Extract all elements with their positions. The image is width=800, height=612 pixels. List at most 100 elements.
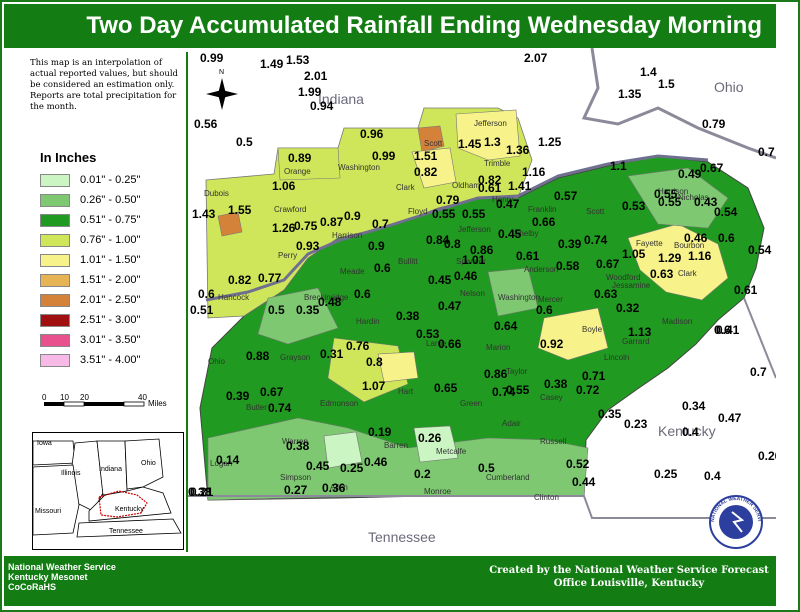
rainfall-value: 0.55 <box>462 207 486 221</box>
scale-tick-20: 20 <box>80 393 89 402</box>
scale-tick-40: 40 <box>138 393 147 402</box>
rainfall-value: 0.7 <box>750 365 767 379</box>
rainfall-value: 0.39 <box>558 237 582 251</box>
rainfall-value: 0.38 <box>188 485 212 499</box>
created-by-line-2: Office Louisville, Kentucky <box>553 578 705 589</box>
rainfall-value: 0.45 <box>498 227 522 241</box>
rainfall-value: 0.38 <box>286 439 310 453</box>
rainfall-value: 0.99 <box>372 149 396 163</box>
rainfall-value: 0.63 <box>650 267 674 281</box>
rainfall-value: 0.7 <box>372 217 389 231</box>
rainfall-value: 0.84 <box>426 233 450 247</box>
rainfall-value: 1.41 <box>508 179 532 193</box>
county-label: Clark <box>396 183 416 192</box>
state-label-kentucky: Kentucky <box>658 423 716 439</box>
rainfall-value: 0.2 <box>414 467 431 481</box>
county-label: Jefferson <box>458 225 491 234</box>
credit-line-3: CoCoRaHS <box>8 582 57 592</box>
rainfall-value: 0.4 <box>704 469 721 483</box>
rainfall-value: 1.16 <box>688 249 712 263</box>
rainfall-value: 1.35 <box>618 87 642 101</box>
county-label: Bullitt <box>398 257 418 266</box>
rainfall-value: 0.45 <box>306 459 330 473</box>
county-label: Allen <box>330 483 348 492</box>
county-label: Boyle <box>582 325 603 334</box>
rainfall-value: 0.54 <box>748 243 772 257</box>
rainfall-value: 1.45 <box>458 137 482 151</box>
rainfall-value: 0.36 <box>322 481 346 495</box>
legend-swatch <box>40 294 70 307</box>
rainfall-value: 0.79 <box>436 193 460 207</box>
rainfall-value: 1.43 <box>192 207 216 221</box>
rainfall-value: 0.67 <box>260 385 284 399</box>
rainfall-value: 0.6 <box>374 261 391 275</box>
rainfall-value: 0.63 <box>594 287 618 301</box>
metcalfe-palegreen <box>413 425 459 463</box>
rainfall-value: 0.53 <box>622 199 646 213</box>
rainfall-value: 1.01 <box>462 253 486 267</box>
rainfall-value: 0.66 <box>438 337 462 351</box>
legend-swatch <box>40 334 70 347</box>
rainfall-value: 0.26 <box>418 431 442 445</box>
inset-label-iowa: Iowa <box>37 440 52 447</box>
rainfall-value: 0.35 <box>296 303 320 317</box>
rainfall-value: 0.53 <box>416 327 440 341</box>
inset-label-illinois: Illinois <box>61 470 81 477</box>
rainfall-value: 2.07 <box>524 51 548 65</box>
county-label: Larue <box>426 339 447 348</box>
north-label: N <box>219 69 224 76</box>
county-label: Meade <box>340 267 365 276</box>
rainfall-value: 0.4 <box>682 425 699 439</box>
county-label: Clark <box>678 269 698 278</box>
legend-label: 3.51" - 4.00" <box>80 354 141 366</box>
footer-bar: National Weather Service Kentucky Mesone… <box>4 556 776 606</box>
rainfall-value: 0.26 <box>758 449 776 463</box>
county-label: Bourbon <box>674 241 704 250</box>
created-by-line-1: Created by the National Weather Service … <box>489 565 769 576</box>
rainfall-value: 0.9 <box>344 209 361 223</box>
rainfall-value: 0.44 <box>572 475 596 489</box>
disclaimer-text: This map is an interpolation of actual r… <box>30 58 178 112</box>
rainfall-value: 0.5 <box>478 461 495 475</box>
county-label: Russell <box>540 437 566 446</box>
rainfall-value: 0.8 <box>366 355 383 369</box>
rainfall-value: 1.25 <box>538 135 562 149</box>
legend-swatch <box>40 214 70 227</box>
rainfall-value: 0.7 <box>758 145 775 159</box>
legend-swatch <box>40 314 70 327</box>
west-lightgreen <box>257 287 339 345</box>
county-label: Scott <box>586 207 605 216</box>
county-label: Anderson <box>524 265 558 274</box>
footer-credits: National Weather Service Kentucky Mesone… <box>8 562 116 592</box>
rainfall-value: 1.05 <box>622 247 646 261</box>
rainfall-value: 0.47 <box>496 197 520 211</box>
legend-label: 0.01" - 0.25" <box>80 174 141 186</box>
county-label: Marion <box>486 343 510 352</box>
locator-inset-map: Iowa Illinois Indiana Ohio Missouri Kent… <box>32 432 184 550</box>
rainfall-value: 0.61 <box>734 283 758 297</box>
rainfall-value: 0.55 <box>654 187 678 201</box>
county-label: Mercer <box>538 295 563 304</box>
state-label-ohio: Ohio <box>714 79 744 95</box>
county-label: Nelson <box>460 289 485 298</box>
county-label: Harrison <box>658 187 688 196</box>
county-label: Garrard <box>622 337 650 346</box>
rainfall-value: 0.47 <box>718 411 742 425</box>
county-label: Hardin <box>356 317 380 326</box>
rainfall-value: 0.6 <box>198 287 215 301</box>
county-label: Taylor <box>506 367 528 376</box>
rainfall-value: 1.55 <box>228 203 252 217</box>
rainfall-value: 0.41 <box>716 323 740 337</box>
rainfall-value: 0.35 <box>598 407 622 421</box>
legend-swatch <box>40 234 70 247</box>
rainfall-value: 0.93 <box>296 239 320 253</box>
state-label-tennessee: Tennessee <box>368 529 436 545</box>
legend-label: 2.01" - 2.50" <box>80 294 141 306</box>
county-label: Logan <box>210 459 232 468</box>
rainfall-value: 0.46 <box>454 269 478 283</box>
legend-swatch <box>40 194 70 207</box>
inset-label-indiana: Indiana <box>99 466 122 473</box>
rainfall-value: 0.38 <box>396 309 420 323</box>
rainfall-value: 0.14 <box>216 453 240 467</box>
